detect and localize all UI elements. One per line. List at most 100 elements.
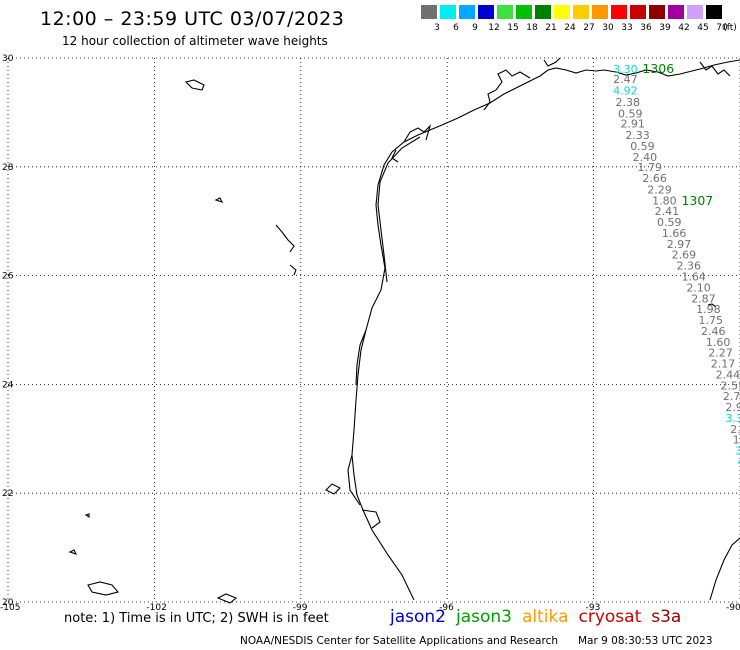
wave-height-value: 2.97 (667, 238, 692, 251)
lat-tick-label: 28 (2, 163, 14, 173)
scale-swatch (535, 5, 551, 19)
wave-height-value: 2.91 (620, 118, 645, 131)
scale-swatch (668, 5, 684, 19)
scale-swatch (554, 5, 570, 19)
lat-lon-grid: 302826242220-105-102-99-96-93-90 (0, 54, 740, 613)
wave-height-value: 3.30 (613, 63, 638, 76)
lon-tick-label: -105 (0, 603, 20, 613)
wave-height-value: 1.60 (706, 336, 731, 349)
wave-height-value: 2.40 (633, 151, 658, 164)
wave-height-value: 1.98 (696, 303, 721, 316)
inland-lake-2 (275, 224, 295, 253)
lon-tick-label: -90 (726, 603, 740, 613)
wave-height-value: 2.90 (725, 401, 740, 414)
wave-height-value: 1.64 (681, 270, 706, 283)
scale-label: 15 (507, 23, 519, 33)
scale-swatch (611, 5, 627, 19)
satellite-legend: jason2 jason3 altika cryosat s3a (390, 607, 691, 627)
lat-tick-label: 26 (2, 272, 14, 282)
wave-height-value: 3.0 (735, 445, 740, 458)
scale-label: 27 (583, 23, 595, 33)
scale-swatch (649, 5, 665, 19)
wave-height-value: 1.75 (699, 314, 724, 327)
galveston-bays (391, 124, 432, 163)
scale-swatch (421, 5, 437, 19)
wave-height-value: 1.79 (638, 161, 663, 174)
lat-tick-label: 20 (2, 598, 14, 608)
wave-height-value: 2.17 (711, 358, 736, 371)
lon-tick-label: -99 (293, 603, 308, 613)
mexico-coast-lagoon (347, 329, 381, 529)
scale-label: 39 (659, 23, 671, 33)
texas-barrier-island (377, 136, 421, 283)
inland-lake-7 (216, 593, 238, 604)
wave-height-value: 2.66 (642, 172, 667, 185)
wave-height-value: 2.69 (672, 249, 697, 262)
wave-height-value: 2.46 (701, 325, 726, 338)
scale-label: 12 (488, 23, 500, 33)
scale-label: 36 (640, 23, 652, 33)
wave-height-value: 4. (738, 455, 740, 468)
scale-label: 9 (472, 23, 478, 33)
satellite-legend-item: jason3 (456, 607, 512, 627)
scale-label: 24 (564, 23, 576, 33)
scale-label: 18 (526, 23, 538, 33)
small-island-3 (84, 513, 90, 519)
inland-lake-1 (184, 79, 205, 91)
wave-height-value: 1.66 (662, 227, 687, 240)
wave-height-value: 2.47 (613, 73, 638, 86)
inland-lake-6 (325, 483, 341, 495)
wave-height-value: 2.44 (716, 368, 740, 381)
wave-height-value: 0.59 (630, 140, 655, 153)
gulf-coast-mainland (351, 124, 443, 601)
wave-height-value: 1.80 (652, 194, 677, 207)
scale-swatch (497, 5, 513, 19)
wave-height-value: 2.29 (647, 183, 672, 196)
small-island-2 (68, 549, 78, 555)
lon-tick-label: -93 (586, 603, 601, 613)
scale-swatch (573, 5, 589, 19)
scale-swatch (478, 5, 494, 19)
coastline (68, 57, 740, 604)
wave-height-value: 2.41 (655, 205, 680, 218)
satellite-legend-item: s3a (651, 607, 682, 627)
scale-swatch (687, 5, 703, 19)
scale-swatch (440, 5, 456, 19)
satellite-legend-item: altika (522, 607, 569, 627)
credit-text: NOAA/NESDIS Center for Satellite Applica… (240, 635, 558, 647)
wave-height-value: 3.35 (725, 412, 740, 425)
wave-height-values: 3.302.474.922.380.592.912.330.592.401.79… (613, 63, 740, 468)
louisiana-coast (441, 59, 740, 126)
lat-tick-label: 24 (2, 380, 14, 390)
inland-lake-3 (289, 264, 297, 276)
wave-height-value: 2.72 (723, 390, 740, 403)
scale-label: 21 (545, 23, 557, 33)
lon-tick-label: -96 (439, 603, 454, 613)
lon-tick-label: -102 (146, 603, 166, 613)
small-island-1 (707, 303, 717, 308)
map-title: 12:00 – 23:59 UTC 03/07/2023 (40, 8, 345, 30)
scale-label: 30 (602, 23, 614, 33)
wave-height-value: 2.36 (677, 260, 702, 273)
satellite-legend-item: cryosat (578, 607, 642, 627)
wave-height-value: 2.10 (686, 281, 711, 294)
wave-height-value: 0.59 (618, 107, 643, 120)
wave-height-value: 0.59 (657, 216, 682, 229)
scale-swatch (592, 5, 608, 19)
scale-label: 70 (716, 23, 728, 33)
scale-unit-label: (ft) (723, 23, 737, 33)
scale-label: 3 (434, 23, 440, 33)
scale-label: 45 (697, 23, 709, 33)
wave-height-value: 2.87 (691, 292, 716, 305)
scale-label: 42 (678, 23, 690, 33)
wave-height-value: 2.27 (708, 347, 733, 360)
wave-height-value: 4.92 (613, 84, 638, 97)
scale-swatch (706, 5, 722, 19)
inland-lake-5 (214, 197, 224, 203)
pass-number-label: 1306 (642, 61, 674, 76)
wave-height-value: 2.33 (625, 129, 650, 142)
scale-label: 33 (621, 23, 633, 33)
generation-timestamp: Mar 9 08:30:53 UTC 2023 (578, 635, 713, 647)
yucatan-coast (709, 537, 740, 601)
